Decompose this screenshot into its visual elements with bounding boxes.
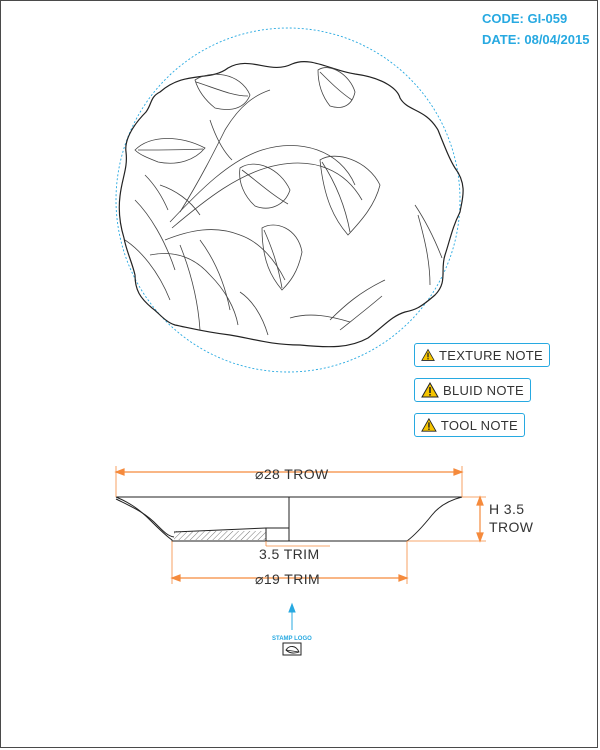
leaf-stamp-icon bbox=[282, 642, 302, 656]
dimension-lines bbox=[114, 466, 486, 584]
texture-note-button[interactable]: TEXTURE NOTE bbox=[414, 343, 550, 367]
leaf-engraving bbox=[124, 67, 443, 336]
tool-note-button[interactable]: TOOL NOTE bbox=[414, 413, 525, 437]
outer-reference-circle bbox=[115, 27, 461, 373]
stamp-logo-label: STAMP LOGO bbox=[272, 636, 312, 642]
trim-section-hatch bbox=[174, 531, 266, 540]
tool-note-label: TOOL NOTE bbox=[440, 417, 518, 433]
stamp-arrow bbox=[288, 602, 296, 630]
plate-side-profile bbox=[115, 496, 463, 542]
height-label-line2: TROW bbox=[489, 519, 534, 535]
warning-icon bbox=[421, 417, 437, 432]
drawing-code: CODE: GI-059 bbox=[482, 11, 568, 26]
texture-note-label: TEXTURE NOTE bbox=[439, 347, 543, 363]
height-label-line1: H 3.5 bbox=[489, 501, 524, 517]
top-diameter-label: ⌀28 TROW bbox=[255, 466, 329, 482]
warning-icon bbox=[421, 382, 439, 398]
bluid-note-label: BLUID NOTE bbox=[442, 382, 524, 398]
trim-thickness-label: 3.5 TRIM bbox=[259, 546, 320, 562]
bluid-note-button[interactable]: BLUID NOTE bbox=[414, 378, 531, 402]
drawing-date: DATE: 08/04/2015 bbox=[482, 32, 590, 47]
base-diameter-label: ⌀19 TRIM bbox=[255, 571, 320, 587]
plate-rim-outline bbox=[118, 60, 464, 348]
warning-icon bbox=[421, 348, 435, 361]
